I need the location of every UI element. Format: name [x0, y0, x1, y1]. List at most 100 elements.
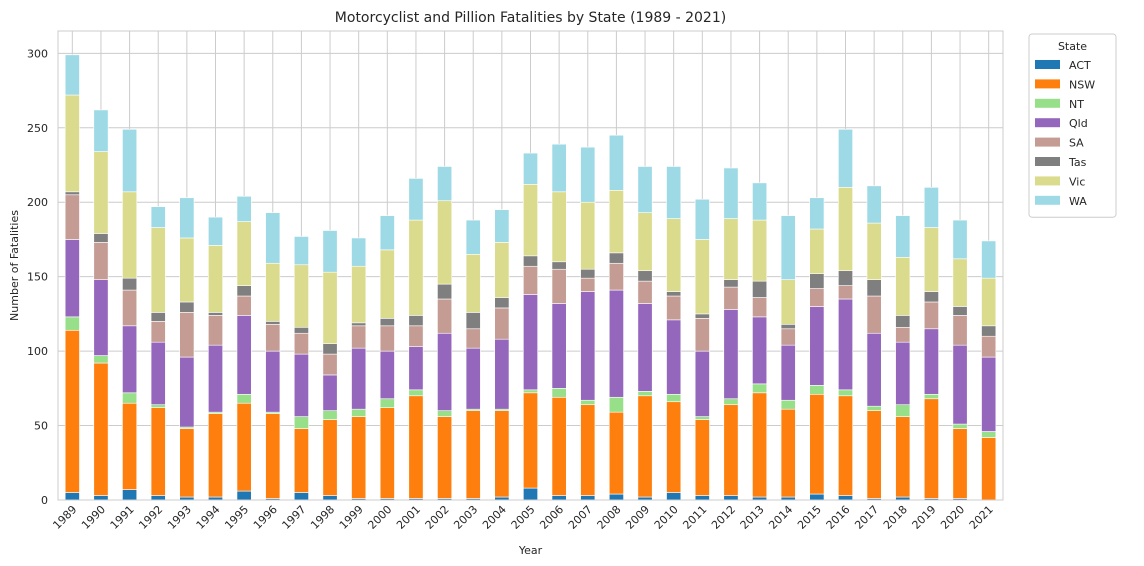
bar-segment-nsw-2014 — [781, 409, 795, 497]
bar-segment-wa-2004 — [495, 210, 509, 243]
bar-segment-vic-2008 — [609, 190, 623, 253]
bar-segment-nt-1989 — [65, 317, 79, 330]
bar-segment-nt-2007 — [581, 400, 595, 404]
bar-segment-nt-2006 — [552, 388, 566, 397]
bar-segment-sa-2005 — [523, 266, 537, 294]
bar-segment-tas-1992 — [151, 312, 165, 321]
bar-segment-nt-1999 — [352, 409, 366, 416]
bar-segment-act-2008 — [609, 494, 623, 500]
bar-segment-wa-2000 — [380, 216, 394, 250]
bar-segment-vic-1999 — [352, 266, 366, 323]
bar-segment-nt-2002 — [437, 411, 451, 417]
bar-segment-act-2005 — [523, 488, 537, 500]
bar-segment-tas-2017 — [867, 280, 881, 296]
bar-segment-sa-1995 — [237, 296, 251, 315]
bar-segment-tas-2007 — [581, 269, 595, 278]
bar-segment-wa-2006 — [552, 144, 566, 192]
bar-segment-nsw-2008 — [609, 412, 623, 494]
bar-segment-qld-2016 — [838, 299, 852, 390]
bar-segment-sa-2000 — [380, 326, 394, 351]
bar-segment-act-1991 — [122, 490, 136, 500]
bar-segment-nsw-2005 — [523, 393, 537, 488]
bar-segment-wa-1991 — [122, 129, 136, 192]
bar-segment-act-2015 — [810, 494, 824, 500]
bar-segment-qld-2014 — [781, 345, 795, 400]
bar-segment-tas-2000 — [380, 318, 394, 325]
bar-segment-sa-2009 — [638, 281, 652, 303]
bar-segment-nsw-2002 — [437, 417, 451, 499]
bar-segment-tas-1998 — [323, 344, 337, 354]
y-tick-label: 50 — [34, 420, 48, 433]
bar-segment-nsw-1991 — [122, 403, 136, 489]
bar-segment-vic-2021 — [982, 278, 996, 326]
bar-segment-act-2006 — [552, 496, 566, 500]
bar-segment-wa-1997 — [294, 236, 308, 264]
bar-segment-sa-1992 — [151, 321, 165, 342]
bar-segment-nsw-1989 — [65, 330, 79, 492]
bar-segment-wa-2002 — [437, 166, 451, 200]
bar-segment-qld-1993 — [180, 357, 194, 427]
bar-segment-vic-2016 — [838, 187, 852, 270]
bar-segment-sa-1999 — [352, 326, 366, 348]
y-tick-label: 300 — [27, 47, 48, 60]
bar-segment-qld-2008 — [609, 290, 623, 397]
bar-segment-nsw-2001 — [409, 396, 423, 499]
bar-segment-nt-1995 — [237, 394, 251, 403]
bar-segment-nsw-1994 — [208, 414, 222, 497]
bar-segment-qld-2021 — [982, 357, 996, 431]
bar-segment-wa-1989 — [65, 55, 79, 95]
bar-segment-wa-2009 — [638, 166, 652, 212]
bar-segment-vic-2002 — [437, 201, 451, 284]
bar-segment-vic-2005 — [523, 184, 537, 255]
bar-segment-tas-1996 — [266, 321, 280, 324]
bar-segment-nt-1991 — [122, 393, 136, 403]
bar-segment-act-2016 — [838, 496, 852, 500]
bar-segment-tas-2004 — [495, 298, 509, 308]
bar-segment-qld-1999 — [352, 348, 366, 409]
bar-segment-sa-1996 — [266, 324, 280, 351]
bar-segment-nt-2000 — [380, 399, 394, 408]
bar-segment-sa-2010 — [667, 296, 681, 320]
bar-segment-wa-2008 — [609, 135, 623, 190]
bar-segment-tas-2011 — [695, 314, 709, 318]
bar-segment-act-1990 — [94, 496, 108, 500]
bar-segment-nt-2005 — [523, 390, 537, 393]
bar-segment-nsw-2000 — [380, 408, 394, 499]
bar-segment-vic-2011 — [695, 239, 709, 313]
bar-segment-act-2011 — [695, 496, 709, 500]
legend-label-nt: NT — [1069, 98, 1084, 111]
bar-segment-act-1989 — [65, 493, 79, 500]
legend-swatch-act — [1035, 60, 1060, 69]
bar-segment-nsw-2009 — [638, 396, 652, 497]
legend-label-wa: WA — [1069, 195, 1087, 208]
bar-segment-nt-1997 — [294, 417, 308, 429]
bar-segment-wa-2019 — [924, 187, 938, 227]
bar-segment-nsw-2006 — [552, 397, 566, 495]
bar-segment-qld-2001 — [409, 347, 423, 390]
bar-segment-qld-2018 — [896, 342, 910, 405]
bar-segment-nsw-2019 — [924, 399, 938, 499]
bar-segment-tas-1991 — [122, 278, 136, 290]
bar-segment-nt-1990 — [94, 356, 108, 363]
y-tick-label: 150 — [27, 271, 48, 284]
bar-segment-qld-1998 — [323, 375, 337, 411]
legend-label-vic: Vic — [1069, 175, 1085, 188]
bar-segment-tas-1995 — [237, 286, 251, 296]
bar-segment-nt-2012 — [724, 399, 738, 405]
bar-segment-nt-2021 — [982, 432, 996, 438]
bar-segment-vic-2000 — [380, 250, 394, 318]
bar-segment-wa-1999 — [352, 238, 366, 266]
bar-segment-qld-1994 — [208, 345, 222, 412]
bar-segment-vic-2012 — [724, 219, 738, 280]
bar-segment-tas-1989 — [65, 192, 79, 195]
bar-segment-nsw-2018 — [896, 417, 910, 497]
bar-segment-tas-2020 — [953, 306, 967, 315]
bar-segment-vic-1996 — [266, 263, 280, 321]
bar-segment-vic-2004 — [495, 242, 509, 297]
bar-segment-qld-1990 — [94, 280, 108, 356]
bar-segment-vic-1993 — [180, 238, 194, 302]
bar-segment-qld-1996 — [266, 351, 280, 412]
bar-segment-tas-1997 — [294, 327, 308, 333]
